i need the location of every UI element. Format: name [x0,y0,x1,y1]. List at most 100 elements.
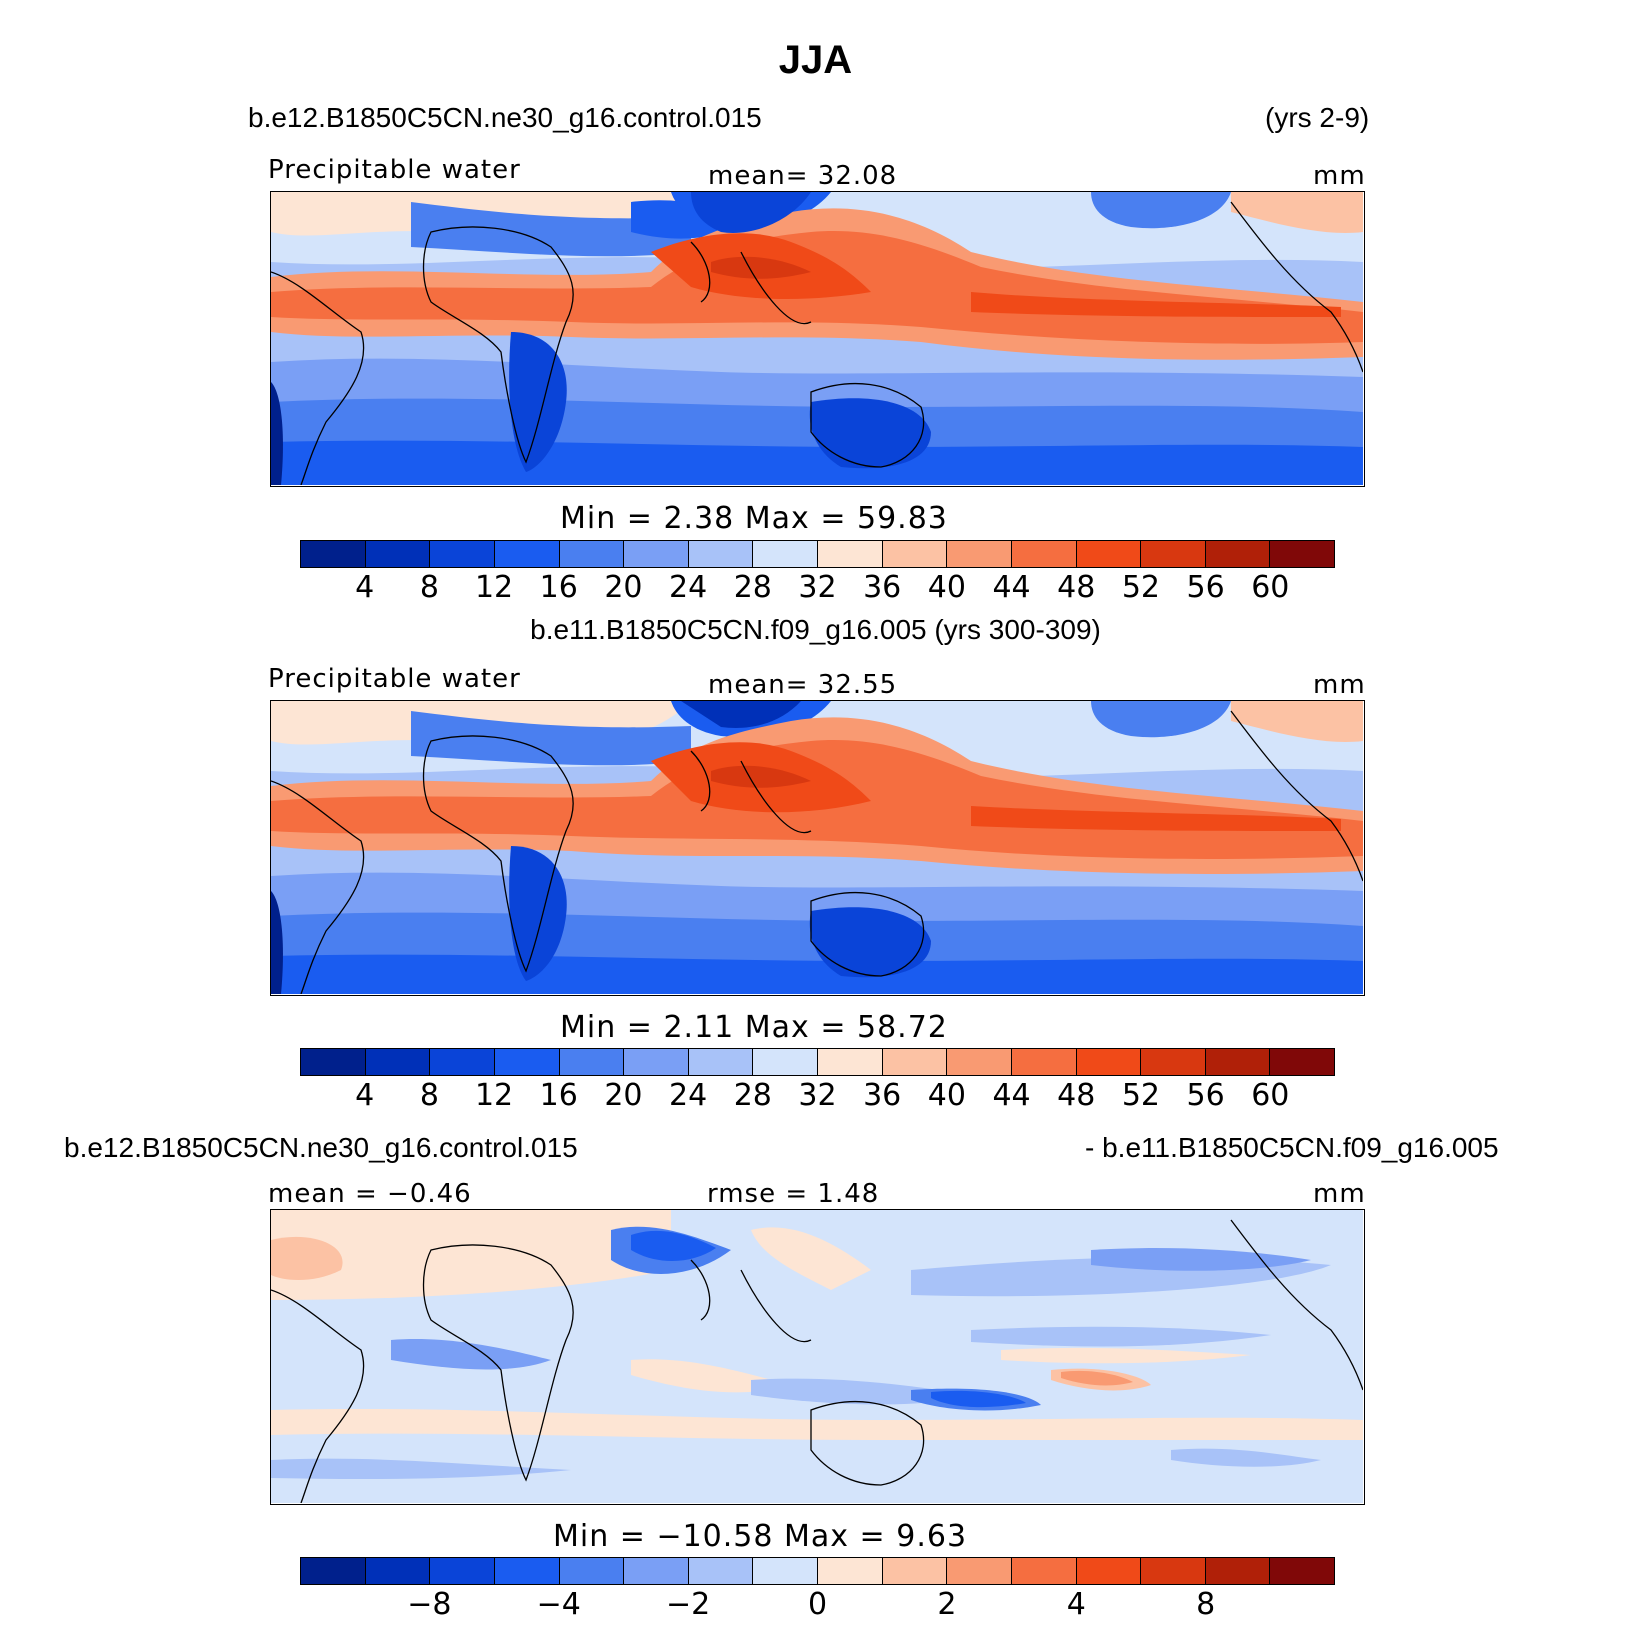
panel1-colorbar-box [624,541,689,567]
panel3-minmax: Min = −10.58 Max = 9.63 [553,1519,968,1554]
panel3-case-right: - b.e11.B1850C5CN.f09_g16.005 [1085,1132,1499,1163]
panel3-colorbar-box [947,1558,1012,1584]
panel2-colorbar-box [1141,1049,1206,1075]
panel1-colorbar-tick: 60 [1251,570,1290,605]
panel1-colorbar-tick: 20 [604,570,643,605]
panel3-colorbar-box [365,1558,431,1584]
panel1-colorbar-tick: 16 [539,570,578,605]
panel1-colorbar-tick: 44 [992,570,1031,605]
panel1-colorbar-tick: 32 [798,570,837,605]
panel1-colorbar-box [494,541,560,567]
panel3-mean: mean = −0.46 [268,1179,472,1209]
panel3-colorbar [300,1557,1335,1585]
panel2-colorbar-box [559,1049,625,1075]
panel3-colorbar-box [559,1558,625,1584]
panel2-colorbar-box [688,1049,754,1075]
panel3-colorbar-tick: 0 [807,1587,828,1622]
panel2-colorbar-box [818,1049,883,1075]
panel1-colorbar-tick: 40 [927,570,966,605]
panel3-colorbar-box [1076,1558,1142,1584]
panel1-field [271,192,1363,485]
panel2-units: mm [1313,670,1366,700]
panel3-case-left: b.e12.B1850C5CN.ne30_g16.control.015 [64,1132,578,1163]
panel1-colorbar-box [947,541,1012,567]
panel2-variable: Precipitable water [268,664,521,694]
panel2-colorbar-box [624,1049,689,1075]
panel2-colorbar-box [1011,1049,1077,1075]
panel1-colorbar-tick: 28 [733,570,772,605]
panel3-colorbar-box [818,1558,883,1584]
panel1-colorbar-box [1205,541,1271,567]
panel1-colorbar-box [365,541,431,567]
panel2-colorbar-box [1205,1049,1271,1075]
panel2-colorbar-box [1076,1049,1142,1075]
panel1-colorbar-tick: 48 [1057,570,1096,605]
panel1-colorbar-box [1141,541,1206,567]
panel2-colorbar-tick: 8 [419,1078,439,1113]
panel2-colorbar-tick: 32 [798,1078,837,1113]
panel2-field [271,701,1363,994]
panel2-colorbar-tick: 4 [355,1078,375,1113]
panel1-colorbar-box [1076,541,1142,567]
panel1-mean: mean= 32.08 [708,161,898,191]
panel3-colorbar-tick: 2 [937,1587,957,1622]
panel3-colorbar-tick: 4 [1066,1587,1086,1622]
panel2-colorbar-tick: 20 [604,1078,643,1113]
panel2-colorbar-box [947,1049,1012,1075]
panel3-colorbar-box [688,1558,754,1584]
panel2-colorbar-tick: 56 [1186,1078,1225,1113]
panel1-colorbar-tick: 36 [863,570,902,605]
panel2-colorbar-ticks: 4 8 12 16 20 24 28 32 36 40 44 48 52 56 60 [300,1078,1335,1114]
panel3-map [270,1209,1365,1505]
panel1-colorbar-tick: 4 [355,570,375,605]
panel2-colorbar-tick: 28 [733,1078,772,1113]
panel3-colorbar-box [1270,1558,1334,1584]
panel1-colorbar-tick: 12 [474,570,514,605]
panel2-colorbar-tick: 24 [669,1078,708,1113]
panel2-colorbar-box [494,1049,560,1075]
panel1-colorbar-ticks: 4 8 12 16 20 24 28 32 36 40 44 48 52 56 60 [300,570,1335,606]
panel3-colorbar-tick: −2 [666,1587,711,1622]
panel3-colorbar-box [1011,1558,1077,1584]
panel2-colorbar-box [753,1049,818,1075]
panel3-colorbar-ticks: −8 −4 −2 0 2 4 8 [300,1587,1335,1623]
panel2-colorbar-tick: 12 [474,1078,514,1113]
panel3-colorbar-box [494,1558,560,1584]
panel2-colorbar-tick: 52 [1121,1078,1161,1113]
panel3-colorbar-box [753,1558,818,1584]
panel1-years: (yrs 2-9) [1265,102,1370,133]
panel1-colorbar-box [1270,541,1334,567]
panel3-colorbar-box [1141,1558,1206,1584]
panel3-colorbar-tick: −8 [407,1587,452,1622]
panel2-colorbar-tick: 48 [1057,1078,1096,1113]
panel3-colorbar-box [301,1558,366,1584]
panel2-colorbar-box [1270,1049,1334,1075]
figure-title: JJA [778,38,853,82]
panel1-units: mm [1313,161,1366,191]
panel2-map [270,700,1365,996]
panel1-colorbar-box [688,541,754,567]
panel2-colorbar-tick: 40 [927,1078,966,1113]
panel1-colorbar-box [882,541,948,567]
panel1-colorbar-tick: 8 [419,570,439,605]
panel2-colorbar [300,1048,1335,1076]
panel1-colorbar-box [1011,541,1077,567]
panel2-colorbar-box [430,1049,495,1075]
panel1-colorbar-tick: 52 [1121,570,1161,605]
panel3-colorbar-box [430,1558,495,1584]
panel3-units: mm [1313,1179,1366,1209]
panel3-colorbar-box [624,1558,689,1584]
panel2-case-name: b.e11.B1850C5CN.f09_g16.005 (yrs 300-309… [530,614,1101,645]
panel1-colorbar-box [559,541,625,567]
panel2-minmax: Min = 2.11 Max = 58.72 [560,1010,948,1045]
panel3-colorbar-tick: −4 [536,1587,581,1622]
panel2-colorbar-tick: 36 [863,1078,902,1113]
panel2-colorbar-box [882,1049,948,1075]
panel1-colorbar-box [430,541,495,567]
panel1-colorbar-box [753,541,818,567]
panel3-rmse: rmse = 1.48 [707,1179,880,1209]
panel2-colorbar-box [365,1049,431,1075]
panel1-colorbar-tick: 56 [1186,570,1225,605]
panel2-colorbar-tick: 44 [992,1078,1031,1113]
panel2-colorbar-box [301,1049,366,1075]
